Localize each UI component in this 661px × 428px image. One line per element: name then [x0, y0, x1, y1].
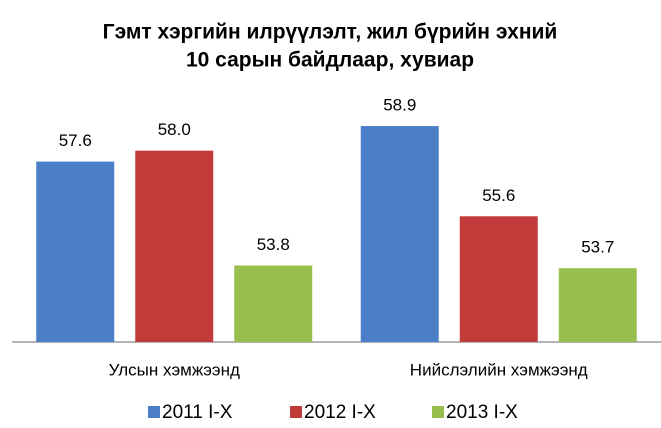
- bar: [36, 161, 115, 342]
- bar: [360, 126, 439, 342]
- x-tick-label: Улсын хэмжээнд: [109, 360, 240, 379]
- bar: [459, 216, 538, 342]
- value-label: 53.7: [581, 238, 614, 257]
- bar: [558, 268, 637, 342]
- legend-label: 2012 I-X: [304, 402, 376, 423]
- chart-title: Гэмт хэргийн илрүүлэлт, жил бүрийн эхний: [103, 21, 558, 44]
- bar: [135, 150, 214, 342]
- value-label: 58.9: [383, 96, 416, 115]
- x-tick-label: Нийслэлийн хэмжээнд: [410, 360, 588, 379]
- legend-label: 2011 I-X: [162, 402, 233, 423]
- value-label: 53.8: [257, 235, 290, 254]
- legend-swatch: [290, 406, 302, 418]
- value-label: 55.6: [482, 186, 515, 205]
- legend-swatch: [148, 406, 160, 418]
- legend-label: 2013 I-X: [446, 402, 518, 423]
- legend-swatch: [432, 406, 444, 418]
- chart-title: 10 сарын байдлаар, хувиар: [186, 49, 474, 72]
- value-label: 57.6: [59, 131, 92, 150]
- value-label: 58.0: [158, 120, 191, 139]
- bar: [234, 265, 313, 342]
